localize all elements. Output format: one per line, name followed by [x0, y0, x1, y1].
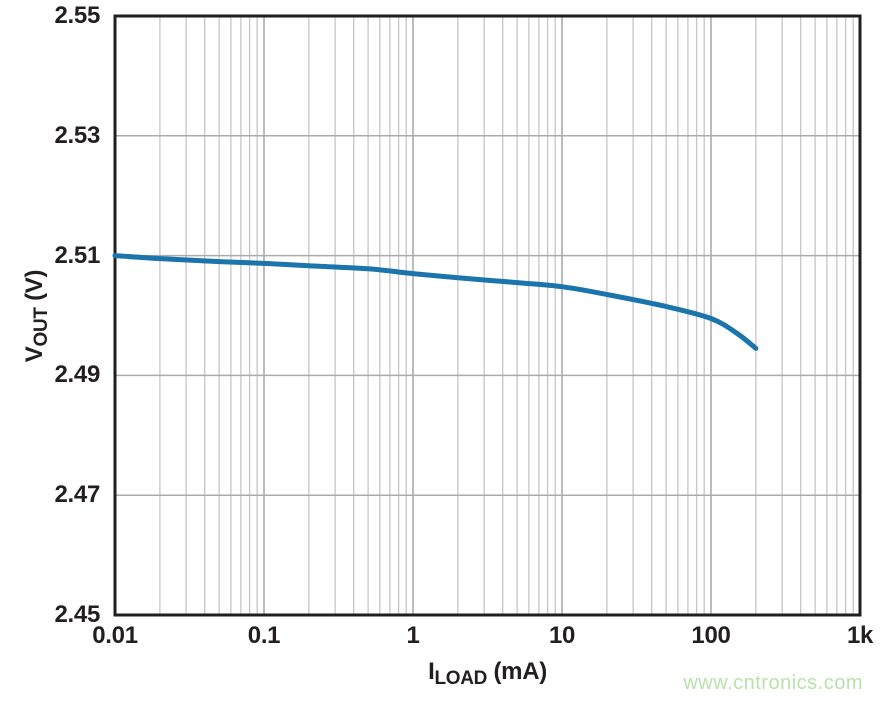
y-tick-label: 2.47: [54, 481, 100, 509]
y-axis-title: VOUT (V): [12, 16, 58, 615]
y-tick-label: 2.51: [54, 241, 100, 269]
x-tick-label: 0.1: [247, 622, 281, 649]
y-tick-label: 2.45: [54, 601, 100, 628]
x-axis-title-sub: LOAD: [434, 668, 488, 689]
y-tick-label: 2.49: [54, 361, 100, 389]
x-tick-label: 10: [548, 622, 576, 649]
x-axis-title-base: I: [428, 658, 435, 685]
y-tick-label: 2.55: [54, 2, 100, 29]
x-tick-label: 0.01: [92, 622, 138, 649]
plot-frame: [113, 14, 862, 617]
x-axis-title: ILOAD (mA): [115, 658, 860, 689]
y-axis-title-sub: OUT: [31, 306, 52, 346]
x-tick-label: 100: [691, 622, 731, 649]
x-tick-label: 1k: [846, 622, 874, 649]
y-axis-title-base: V: [21, 345, 48, 362]
watermark: www.cntronics.com: [683, 672, 863, 694]
data-curve: [112, 253, 759, 351]
x-axis-title-unit: (mA): [487, 658, 547, 685]
x-tick-label: 1: [406, 622, 420, 649]
y-axis-title-unit: (V): [21, 269, 48, 307]
y-tick-label: 2.53: [54, 121, 100, 149]
